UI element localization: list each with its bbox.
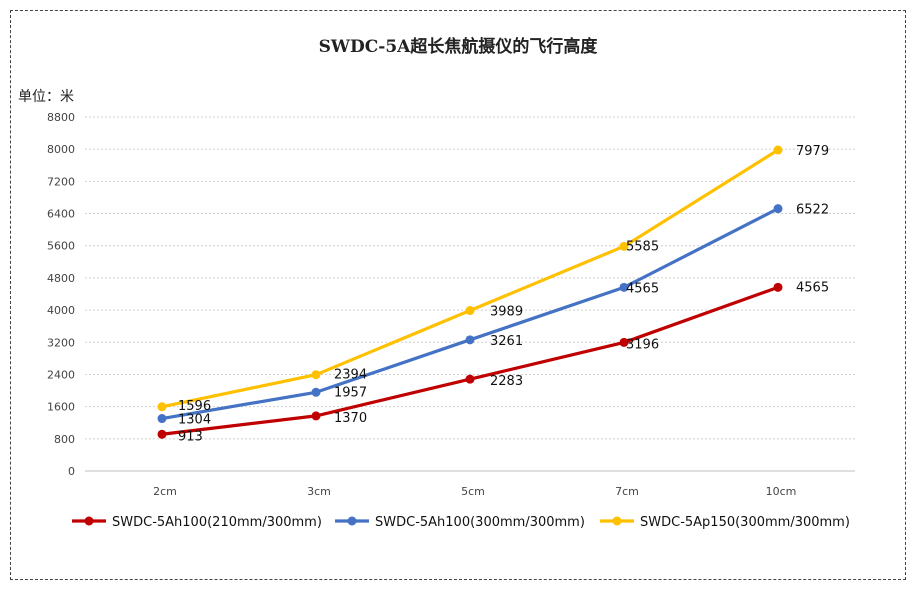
y-tick-label: 4000 (47, 304, 75, 317)
legend-item: SWDC-5Ap150(300mm/300mm) (600, 515, 850, 530)
data-label: 913 (178, 429, 203, 444)
x-tick-label: 10cm (766, 485, 797, 498)
data-label: 1957 (334, 385, 367, 400)
data-label: 4565 (796, 280, 829, 295)
y-tick-label: 8800 (47, 111, 75, 124)
data-label: 2283 (490, 374, 523, 389)
data-label: 6522 (796, 203, 829, 218)
y-tick-label: 800 (54, 433, 75, 446)
data-point (465, 335, 475, 345)
data-point (311, 387, 321, 397)
data-label: 3261 (490, 334, 523, 349)
data-point (311, 370, 321, 380)
y-axis-ticks: 0 800 1600 2400 3200 4000 4800 5600 6400 7200 8000… (47, 111, 75, 478)
data-point (773, 145, 783, 155)
data-point (157, 402, 167, 412)
x-tick-label: 5cm (461, 485, 485, 498)
data-point (465, 374, 475, 384)
data-label: 7979 (796, 144, 829, 159)
y-tick-label: 8000 (47, 143, 75, 156)
data-point (465, 306, 475, 316)
data-point (619, 241, 629, 251)
data-point (619, 282, 629, 292)
y-tick-label: 5600 (47, 240, 75, 253)
data-label: 1370 (334, 411, 367, 426)
data-point (157, 414, 167, 424)
legend-swatch-marker (612, 516, 622, 526)
legend-item: SWDC-5Ah100(210mm/300mm) (72, 515, 322, 530)
legend-swatch-marker (84, 516, 94, 526)
legend: SWDC-5Ah100(210mm/300mm) SWDC-5Ah100(300m… (72, 515, 850, 530)
legend-swatch-marker (347, 516, 357, 526)
y-tick-label: 3200 (47, 336, 75, 349)
data-point (311, 411, 321, 421)
x-tick-label: 2cm (153, 485, 177, 498)
data-label: 3196 (626, 337, 659, 352)
gridlines (85, 116, 855, 440)
chart-title: SWDC-5A超长焦航摄仪的飞行高度 (318, 37, 598, 57)
series-group (157, 145, 783, 439)
data-label: 2394 (334, 368, 367, 383)
y-unit-label: 单位：米 (18, 89, 74, 105)
y-tick-label: 2400 (47, 368, 75, 381)
x-tick-label: 7cm (615, 485, 639, 498)
data-label: 1596 (178, 399, 211, 414)
legend-item: SWDC-5Ah100(300mm/300mm) (335, 515, 585, 530)
data-label: 5585 (626, 239, 659, 254)
data-labels: 913 1370 2283 3196 4565 1304 1957 3261 4565 6522 1… (178, 144, 829, 444)
data-label: 3989 (490, 305, 523, 320)
legend-label: SWDC-5Ah100(300mm/300mm) (375, 515, 585, 530)
data-point (773, 204, 783, 214)
data-point (773, 282, 783, 292)
data-point (157, 429, 167, 439)
series-line (160, 148, 780, 409)
legend-label: SWDC-5Ap150(300mm/300mm) (640, 515, 850, 530)
x-axis: 2cm 3cm 5cm 7cm 10cm (85, 470, 855, 498)
data-label: 1304 (178, 413, 211, 428)
y-tick-label: 0 (68, 465, 75, 478)
y-tick-label: 1600 (47, 401, 75, 414)
y-tick-label: 4800 (47, 272, 75, 285)
data-point (619, 337, 629, 347)
y-tick-label: 7200 (47, 175, 75, 188)
y-tick-label: 6400 (47, 208, 75, 221)
x-tick-label: 3cm (307, 485, 331, 498)
data-label: 4565 (626, 281, 659, 296)
legend-label: SWDC-5Ah100(210mm/300mm) (112, 515, 322, 530)
